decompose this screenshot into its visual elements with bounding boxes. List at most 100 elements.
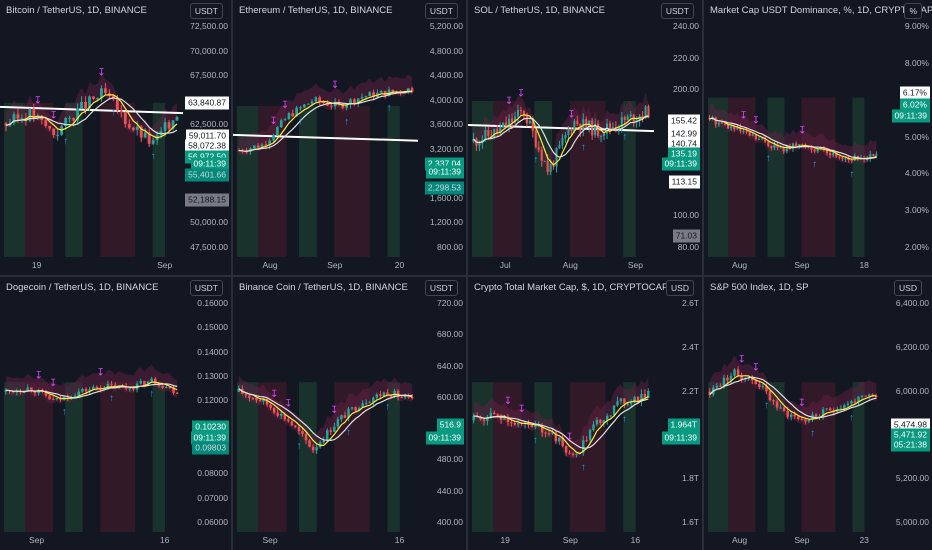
candle-body: [104, 88, 107, 94]
price-axis[interactable]: 0.160000.150000.140000.130000.120000.110…: [183, 277, 231, 550]
candle-body: [730, 126, 733, 129]
candle-body: [410, 397, 414, 399]
chart-pane[interactable]: ↧ ↧ ↧ ↑ ↑ ↑ Bitcoin / TetherUS, 1D, BINANCE USD…: [0, 0, 231, 275]
time-tick-label: Sep: [262, 535, 278, 545]
price-plot[interactable]: ↧ ↧ ↧ ↑ ↑ ↑: [0, 0, 183, 257]
pane-title[interactable]: Ethereum / TetherUS, 1D, BINANCE: [239, 5, 393, 16]
candle-body: [516, 110, 520, 117]
candle-body: [818, 416, 821, 418]
price-tick-label: 1.8T: [681, 473, 699, 484]
candle-body: [154, 378, 157, 384]
candle-body: [825, 408, 828, 410]
candle-body: [163, 122, 167, 131]
currency-button[interactable]: USD: [894, 280, 922, 296]
candle-body: [602, 133, 606, 136]
price-plot[interactable]: ↧ ↧ ↧ ↑ ↑ ↑: [704, 0, 882, 257]
price-plot[interactable]: ↧ ↧ ↧ ↑ ↑ ↑: [0, 277, 183, 532]
pane-title[interactable]: SOL / TetherUS, 1D, BINANCE: [474, 5, 605, 16]
buy-signal-icon: ↑: [533, 154, 538, 165]
candle-body: [801, 144, 804, 146]
buy-signal-icon: ↑: [849, 169, 854, 180]
candle-body: [410, 88, 414, 92]
candle-body: [525, 115, 528, 124]
candle-body: [143, 132, 147, 138]
currency-button[interactable]: USDT: [424, 3, 458, 19]
candle-body: [30, 387, 33, 391]
candle-body: [252, 145, 256, 149]
candle-body: [547, 433, 551, 435]
buy-signal-icon: ↑: [111, 107, 116, 118]
currency-button[interactable]: USDT: [660, 3, 694, 19]
pane-title[interactable]: Bitcoin / TetherUS, 1D, BINANCE: [6, 5, 147, 16]
candle-body: [647, 391, 650, 399]
price-axis[interactable]: 720.00680.00640.00600.00560.00480.00440.…: [418, 277, 466, 550]
price-axis[interactable]: 2.6T2.4T2.2T2T1.8T1.6T: [654, 277, 702, 550]
chart-pane[interactable]: ↧ ↧ ↧ ↑ ↑ ↑ Ethereum / TetherUS, 1D, BINANCE US…: [233, 0, 466, 275]
candle-body: [20, 118, 24, 120]
candle-body: [715, 385, 719, 388]
chart-pane[interactable]: ↧ ↧ ↧ ↑ ↑ ↑ S&P 500 Index, 1D, SP USD 6,400.00 6,…: [704, 277, 932, 550]
candle-body: [496, 414, 499, 418]
price-plot[interactable]: ↧ ↧ ↧ ↑ ↑ ↑: [233, 277, 418, 532]
pane-title[interactable]: Dogecoin / TetherUS, 1D, BINANCE: [6, 282, 159, 293]
price-plot[interactable]: ↧ ↧ ↧ ↑ ↑ ↑: [468, 0, 654, 257]
candle-body: [531, 120, 534, 131]
candle-body: [302, 104, 306, 108]
candle-body: [364, 96, 368, 98]
pane-separator[interactable]: [0, 275, 932, 277]
candle-body: [629, 402, 633, 404]
candle-body: [283, 119, 287, 121]
candle-body: [754, 134, 757, 140]
candle-body: [722, 377, 726, 387]
price-tick-label: 220.00: [673, 52, 699, 63]
price-plot[interactable]: ↧ ↧ ↧ ↑ ↑ ↑: [468, 277, 654, 532]
candle-body: [237, 388, 241, 392]
candle-body: [44, 119, 48, 126]
currency-button[interactable]: %: [904, 3, 922, 19]
candle-body: [561, 138, 564, 146]
candle-body: [821, 409, 825, 417]
candle-body: [132, 388, 135, 390]
currency-button[interactable]: USD: [666, 280, 694, 296]
buy-signal-icon: ↑: [344, 116, 349, 127]
candle-body: [264, 144, 268, 146]
pane-title[interactable]: Binance Coin / TetherUS, 1D, BINANCE: [239, 282, 408, 293]
pane-title[interactable]: Crypto Total Market Cap, $, 1D, CRYPTOCA…: [474, 282, 669, 293]
pane-title[interactable]: Market Cap USDT Dominance, %, 1D, CRYPTO…: [710, 5, 932, 16]
price-axis[interactable]: 9.00%8.00%7.00%5.00%4.00%3.00%2.00%: [882, 0, 932, 275]
candle-body: [33, 390, 37, 394]
chart-pane[interactable]: ↧ ↧ ↧ ↑ ↑ ↑ SOL / TetherUS, 1D, BINANCE USDT 240…: [468, 0, 702, 275]
candle-body: [350, 407, 354, 409]
envelope-band: [238, 374, 413, 455]
price-plot[interactable]: ↧ ↧ ↧ ↑ ↑ ↑: [704, 277, 882, 532]
chart-pane[interactable]: ↧ ↧ ↧ ↑ ↑ ↑ Crypto Total Market Cap, $, 1D, CR…: [468, 277, 702, 550]
signal-zone: [152, 382, 165, 532]
price-tick-label: 50,000.00: [190, 217, 228, 228]
currency-button[interactable]: USDT: [189, 3, 223, 19]
price-axis[interactable]: 6,400.006,200.006,000.005,600.005,200.00…: [882, 277, 932, 550]
candle-body: [869, 154, 872, 160]
price-label-tag: 71.03: [672, 229, 700, 243]
pane-title[interactable]: S&P 500 Index, 1D, SP: [710, 282, 809, 293]
candle-body: [733, 126, 736, 130]
candle-body: [482, 419, 486, 421]
candle-body: [379, 90, 383, 93]
candle-body: [745, 130, 748, 132]
candle-body: [260, 144, 264, 148]
candle-body: [251, 397, 255, 399]
candle-body: [575, 453, 578, 455]
price-label-tag: 0.09803: [192, 441, 229, 455]
candle-body: [608, 123, 611, 128]
currency-button[interactable]: USDT: [189, 280, 223, 296]
currency-button[interactable]: USDT: [424, 280, 458, 296]
chart-pane[interactable]: ↧ ↧ ↧ ↑ ↑ ↑ Market Cap USDT Dominance, %, 1D, …: [704, 0, 932, 275]
candle-body: [131, 127, 135, 130]
candle-body: [761, 385, 765, 388]
price-axis[interactable]: 5,200.00 4,800.00 4,400.00 4,000.00 3,600.00…: [418, 0, 466, 275]
chart-pane[interactable]: ↧ ↧ ↧ ↑ ↑ ↑ Binance Coin / TetherUS, 1D, BINAN…: [233, 277, 466, 550]
chart-pane[interactable]: ↧ ↧ ↧ ↑ ↑ ↑ Dogecoin / TetherUS, 1D, BINANCE US…: [0, 277, 231, 550]
candle-body: [751, 134, 754, 136]
sma-line: [238, 388, 413, 441]
candle-body: [644, 106, 647, 118]
price-plot[interactable]: ↧ ↧ ↧ ↑ ↑ ↑: [233, 0, 418, 257]
